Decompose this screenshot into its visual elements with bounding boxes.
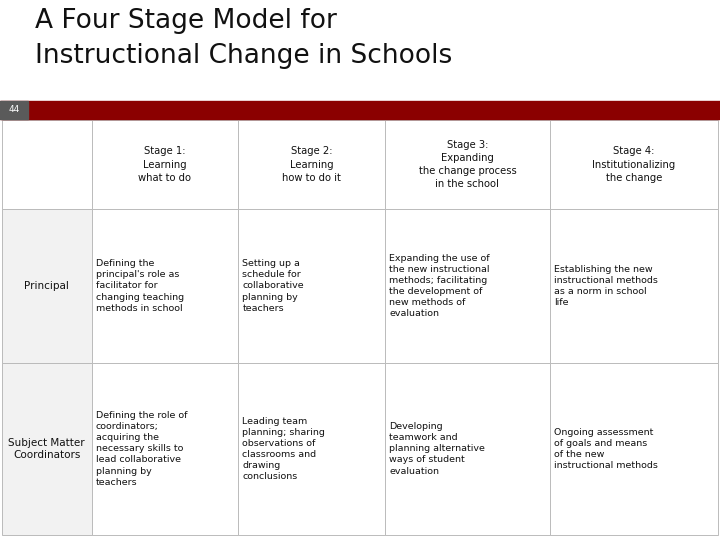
Text: Defining the
principal's role as
facilitator for
changing teaching
methods in sc: Defining the principal's role as facilit… <box>96 259 184 313</box>
Text: Stage 3:
Expanding
the change process
in the school: Stage 3: Expanding the change process in… <box>418 140 516 190</box>
Bar <box>238 363 385 535</box>
Text: Stage 1:
Learning
what to do: Stage 1: Learning what to do <box>138 146 192 183</box>
Bar <box>550 363 718 535</box>
Bar <box>385 363 550 535</box>
Bar <box>2 120 91 209</box>
Bar <box>0 101 28 119</box>
Text: Ongoing assessment
of goals and means
of the new
instructional methods: Ongoing assessment of goals and means of… <box>554 428 657 470</box>
Text: Setting up a
schedule for
collaborative
planning by
teachers: Setting up a schedule for collaborative … <box>242 259 304 313</box>
Bar <box>385 120 550 209</box>
Text: Stage 4:
Institutionalizing
the change: Stage 4: Institutionalizing the change <box>593 146 675 183</box>
Bar <box>238 209 385 363</box>
Text: Instructional Change in Schools: Instructional Change in Schools <box>35 43 452 69</box>
Text: A Four Stage Model for: A Four Stage Model for <box>35 8 337 34</box>
Bar <box>0 101 720 119</box>
Text: Establishing the new
instructional methods
as a norm in school
life: Establishing the new instructional metho… <box>554 265 657 307</box>
Bar <box>91 209 238 363</box>
Text: Subject Matter
Coordinators: Subject Matter Coordinators <box>9 438 85 460</box>
Text: 44: 44 <box>9 105 19 114</box>
Bar <box>550 120 718 209</box>
Bar <box>2 209 91 363</box>
Bar <box>2 363 91 535</box>
Bar <box>91 120 238 209</box>
Text: Expanding the use of
the new instructional
methods; facilitating
the development: Expanding the use of the new instruction… <box>389 254 490 318</box>
Text: Leading team
planning; sharing
observations of
classrooms and
drawing
conclusion: Leading team planning; sharing observati… <box>242 417 325 481</box>
Text: Defining the role of
coordinators;
acquiring the
necessary skills to
lead collab: Defining the role of coordinators; acqui… <box>96 411 187 487</box>
Text: Stage 2:
Learning
how to do it: Stage 2: Learning how to do it <box>282 146 341 183</box>
Bar <box>385 209 550 363</box>
Text: Developing
teamwork and
planning alternative
ways of student
evaluation: Developing teamwork and planning alterna… <box>389 422 485 476</box>
Text: Principal: Principal <box>24 281 69 291</box>
Bar <box>238 120 385 209</box>
Bar <box>91 363 238 535</box>
Bar <box>550 209 718 363</box>
